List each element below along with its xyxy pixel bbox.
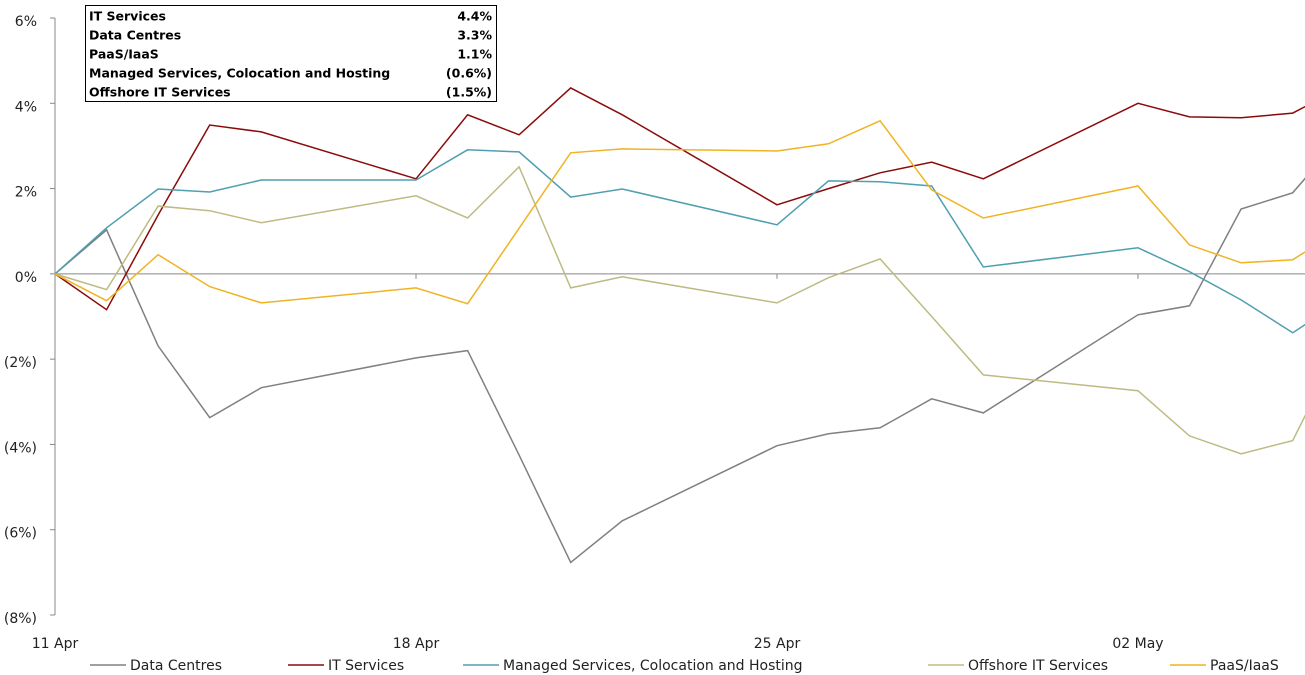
legend-label: Managed Services, Colocation and Hosting <box>503 658 803 674</box>
summary-name: PaaS/IaaS <box>89 47 159 62</box>
series-line <box>54 86 1305 311</box>
summary-name: Offshore IT Services <box>89 85 231 100</box>
series-line <box>54 177 1305 564</box>
series-line <box>54 149 1305 334</box>
y-tick-label: 2% <box>15 185 37 201</box>
summary-box: IT Services 4.4% Data Centres 3.3% PaaS/IaaS… <box>85 5 497 102</box>
y-tick-label: 4% <box>15 99 37 115</box>
summary-name: Data Centres <box>89 28 181 43</box>
y-tick-label: 0% <box>15 270 37 286</box>
summary-name: IT Services <box>89 9 166 24</box>
x-tick-label: 11 Apr <box>32 636 79 652</box>
series-line <box>54 119 1305 305</box>
summary-value: 1.1% <box>457 47 492 62</box>
series-line <box>54 165 1305 455</box>
x-tick-label: 02 May <box>1112 636 1163 652</box>
summary-value: (1.5%) <box>446 85 492 100</box>
y-tick-label: 6% <box>15 14 37 30</box>
legend-label: Data Centres <box>130 658 222 674</box>
summary-value: (0.6%) <box>446 66 492 81</box>
y-tick-label: (2%) <box>4 355 37 371</box>
y-tick-label: (6%) <box>4 526 37 542</box>
legend-label: PaaS/IaaS <box>1210 658 1279 674</box>
summary-value: 3.3% <box>457 28 492 43</box>
summary-frame <box>85 5 497 102</box>
x-tick-label: 18 Apr <box>393 636 440 652</box>
y-tick-label: (4%) <box>4 440 37 456</box>
x-tick-label: 25 Apr <box>754 636 801 652</box>
summary-name: Managed Services, Colocation and Hosting <box>89 66 390 81</box>
legend-label: Offshore IT Services <box>968 658 1108 674</box>
legend-label: IT Services <box>328 658 404 674</box>
y-tick-label: (8%) <box>4 611 37 627</box>
summary-value: 4.4% <box>457 9 492 24</box>
